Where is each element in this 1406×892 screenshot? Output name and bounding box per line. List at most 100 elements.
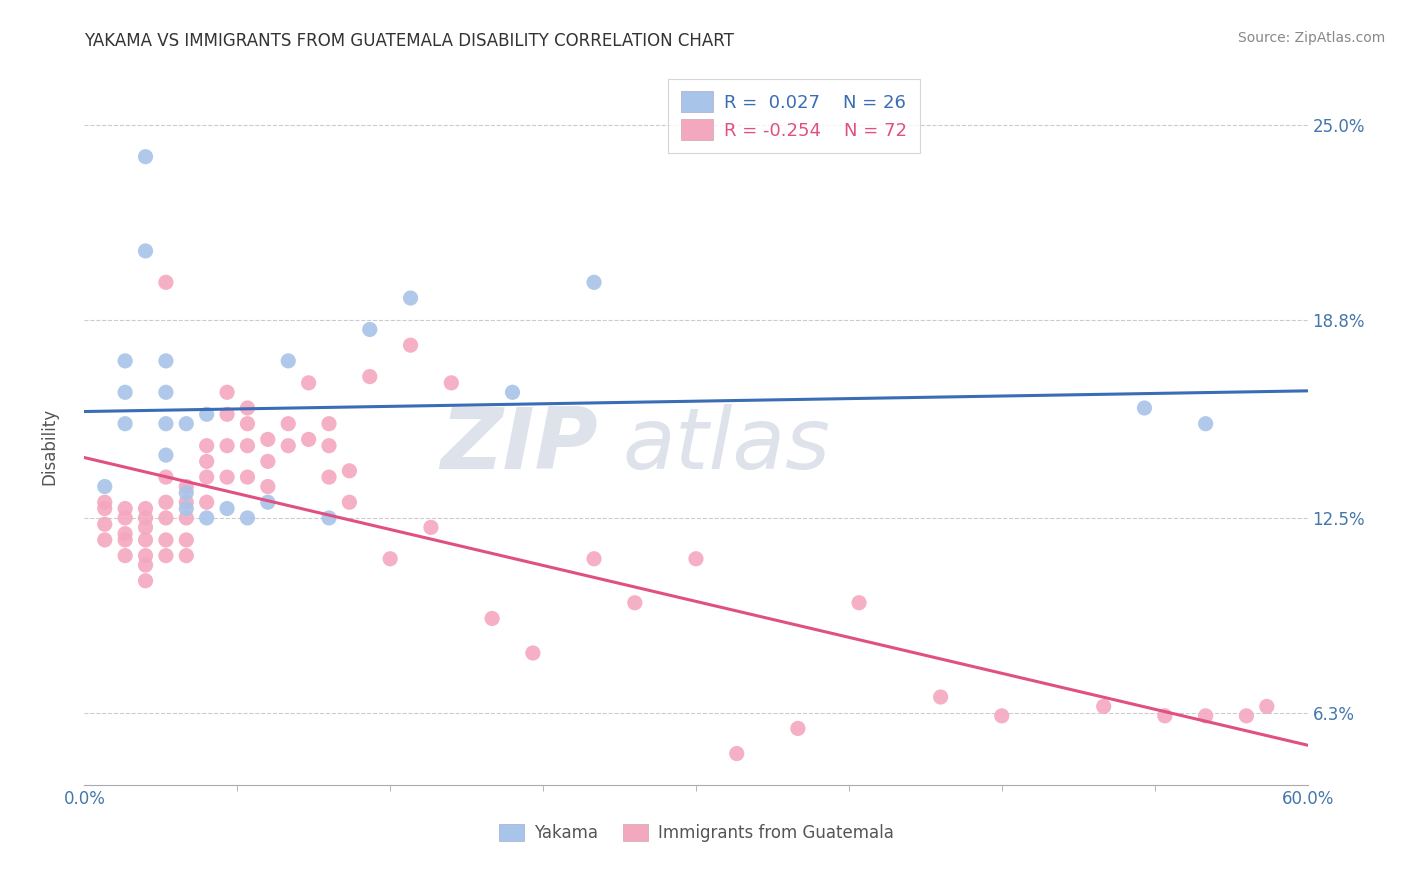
Point: [174, 549, 197, 563]
Point: [359, 369, 381, 384]
Point: [217, 501, 239, 516]
Point: [217, 407, 239, 421]
Point: [93, 501, 115, 516]
Point: [93, 517, 115, 532]
Text: ZIP: ZIP: [440, 404, 598, 487]
Point: [217, 385, 239, 400]
Point: [135, 244, 157, 258]
Point: [685, 551, 707, 566]
Point: [1154, 709, 1177, 723]
Point: [114, 417, 136, 431]
Point: [155, 385, 177, 400]
Point: [1092, 699, 1115, 714]
Point: [1195, 709, 1218, 723]
Point: [236, 511, 259, 525]
Point: [174, 495, 197, 509]
Point: [155, 511, 177, 525]
Point: [277, 354, 299, 368]
Point: [848, 596, 870, 610]
Point: [502, 385, 524, 400]
Point: [318, 417, 340, 431]
Point: [624, 596, 647, 610]
Point: [155, 354, 177, 368]
Point: [257, 433, 280, 447]
Point: [155, 417, 177, 431]
Point: [114, 511, 136, 525]
Point: [298, 433, 321, 447]
Point: [93, 495, 115, 509]
Text: YAKAMA VS IMMIGRANTS FROM GUATEMALA DISABILITY CORRELATION CHART: YAKAMA VS IMMIGRANTS FROM GUATEMALA DISA…: [84, 32, 734, 50]
Point: [174, 511, 197, 525]
Point: [725, 747, 748, 761]
Legend: Yakama, Immigrants from Guatemala: Yakama, Immigrants from Guatemala: [492, 817, 900, 849]
Point: [114, 533, 136, 547]
Point: [195, 495, 218, 509]
Point: [522, 646, 544, 660]
Point: [155, 549, 177, 563]
Point: [155, 470, 177, 484]
Point: [174, 501, 197, 516]
Text: Disability: Disability: [41, 408, 58, 484]
Point: [236, 439, 259, 453]
Point: [195, 470, 218, 484]
Point: [257, 495, 280, 509]
Point: [195, 454, 218, 468]
Point: [135, 574, 157, 588]
Point: [114, 354, 136, 368]
Point: [195, 511, 218, 525]
Point: [420, 520, 443, 534]
Point: [155, 448, 177, 462]
Point: [155, 495, 177, 509]
Point: [298, 376, 321, 390]
Point: [583, 551, 606, 566]
Point: [155, 533, 177, 547]
Point: [929, 690, 952, 704]
Point: [114, 526, 136, 541]
Point: [155, 276, 177, 290]
Point: [217, 470, 239, 484]
Point: [174, 485, 197, 500]
Point: [318, 439, 340, 453]
Point: [135, 533, 157, 547]
Point: [787, 722, 810, 736]
Point: [195, 407, 218, 421]
Point: [236, 417, 259, 431]
Point: [236, 470, 259, 484]
Point: [93, 533, 115, 547]
Point: [277, 439, 299, 453]
Point: [318, 470, 340, 484]
Point: [135, 150, 157, 164]
Point: [399, 338, 422, 352]
Point: [257, 479, 280, 493]
Point: [135, 501, 157, 516]
Point: [277, 417, 299, 431]
Point: [481, 611, 503, 625]
Point: [339, 464, 361, 478]
Point: [174, 417, 197, 431]
Point: [399, 291, 422, 305]
Point: [114, 385, 136, 400]
Point: [257, 454, 280, 468]
Point: [1133, 401, 1156, 415]
Point: [93, 479, 115, 493]
Point: [217, 439, 239, 453]
Point: [135, 520, 157, 534]
Point: [440, 376, 463, 390]
Point: [1195, 417, 1218, 431]
Point: [174, 479, 197, 493]
Point: [236, 401, 259, 415]
Point: [318, 511, 340, 525]
Point: [114, 501, 136, 516]
Point: [195, 439, 218, 453]
Point: [991, 709, 1014, 723]
Point: [359, 322, 381, 336]
Point: [135, 549, 157, 563]
Point: [135, 558, 157, 572]
Point: [583, 276, 606, 290]
Point: [380, 551, 402, 566]
Point: [135, 511, 157, 525]
Point: [339, 495, 361, 509]
Text: Source: ZipAtlas.com: Source: ZipAtlas.com: [1237, 31, 1385, 45]
Point: [114, 549, 136, 563]
Point: [1133, 815, 1156, 830]
